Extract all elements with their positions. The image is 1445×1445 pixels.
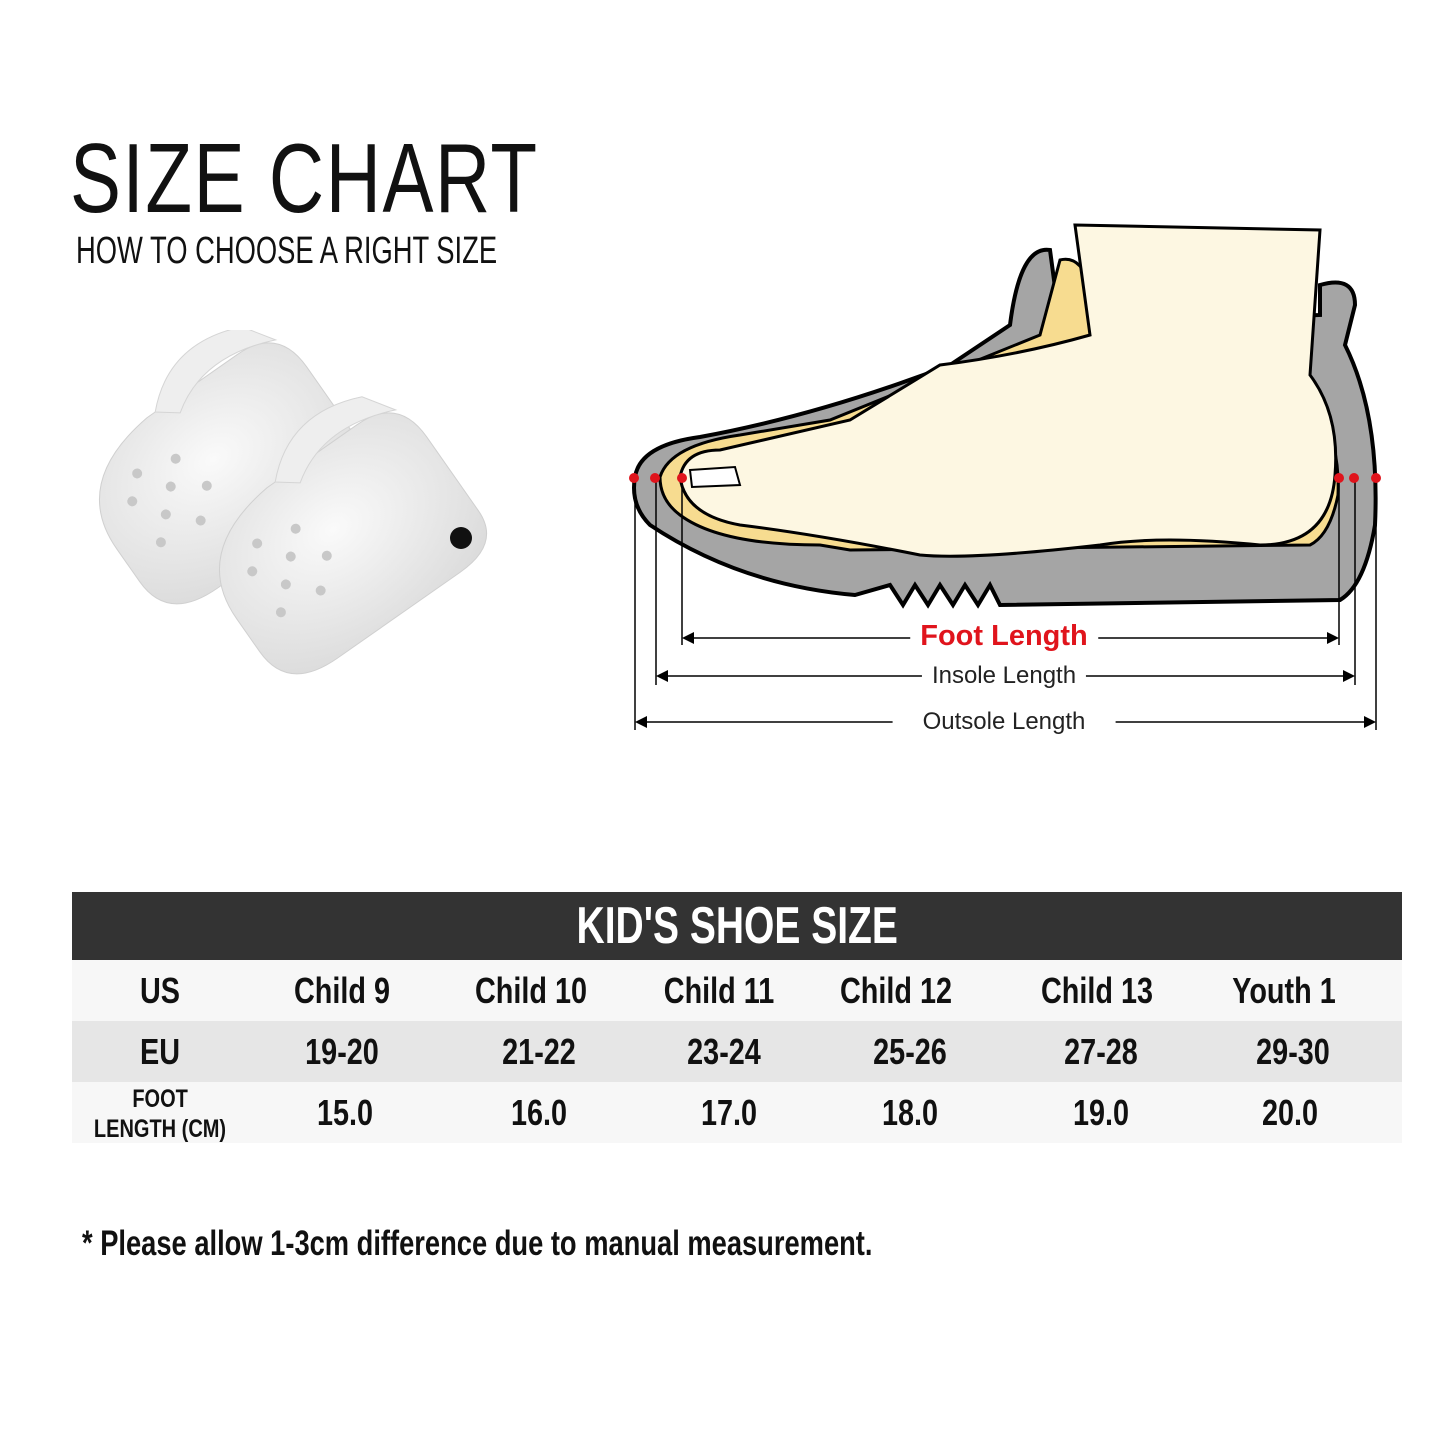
table-row-eu: EU 19-20 21-22 23-24 25-26 27-28 29-30 xyxy=(72,1021,1402,1082)
table-cell: 16.0 xyxy=(510,1092,568,1133)
table-cell: 23-24 xyxy=(687,1031,761,1072)
table-row-us: US Child 9 Child 10 Child 11 Child 12 Ch… xyxy=(72,960,1402,1021)
table-row-foot-length: FOOT LENGTH (CM) 15.0 16.0 17.0 18.0 19.0… xyxy=(72,1082,1402,1143)
page-subtitle: HOW TO CHOOSE A RIGHT SIZE xyxy=(76,230,498,272)
table-title: KID'S SHOE SIZE xyxy=(72,892,1402,960)
table-cell: 18.0 xyxy=(881,1092,939,1133)
table-cell: 27-28 xyxy=(1064,1031,1138,1072)
page-title: SIZE CHART xyxy=(70,123,539,233)
table-cell: 29-30 xyxy=(1256,1031,1330,1072)
table-title-text: KID'S SHOE SIZE xyxy=(576,897,898,955)
row-label: US xyxy=(139,970,181,1011)
table-cell: Youth 1 xyxy=(1232,970,1336,1011)
table-cell: Child 10 xyxy=(474,970,588,1011)
table-cell: 19.0 xyxy=(1072,1092,1130,1133)
foot-length-label: Foot Length xyxy=(910,620,1098,653)
insole-length-label: Insole Length xyxy=(921,662,1087,690)
table-cell: Child 12 xyxy=(839,970,953,1011)
table-cell: 19-20 xyxy=(305,1031,379,1072)
clog-shoes-image xyxy=(98,330,487,675)
table-cell: 15.0 xyxy=(316,1092,374,1133)
foot-shape xyxy=(678,223,1338,558)
table-cell: 17.0 xyxy=(700,1092,758,1133)
outsole-length-label: Outsole Length xyxy=(892,708,1116,736)
table-cell: Child 13 xyxy=(1040,970,1154,1011)
shoe-measurement-diagram xyxy=(629,223,1381,730)
row-label: FOOT LENGTH (CM) xyxy=(93,1085,227,1143)
row-label: EU xyxy=(139,1031,181,1072)
size-table: KID'S SHOE SIZE US Child 9 Child 10 Chil… xyxy=(72,892,1402,1143)
table-cell: 20.0 xyxy=(1261,1092,1319,1133)
table-cell: 25-26 xyxy=(873,1031,947,1072)
table-cell: Child 9 xyxy=(293,970,391,1011)
table-cell: 21-22 xyxy=(502,1031,576,1072)
measurement-note: * Please allow 1-3cm difference due to m… xyxy=(82,1224,873,1263)
table-cell: Child 11 xyxy=(663,970,775,1011)
